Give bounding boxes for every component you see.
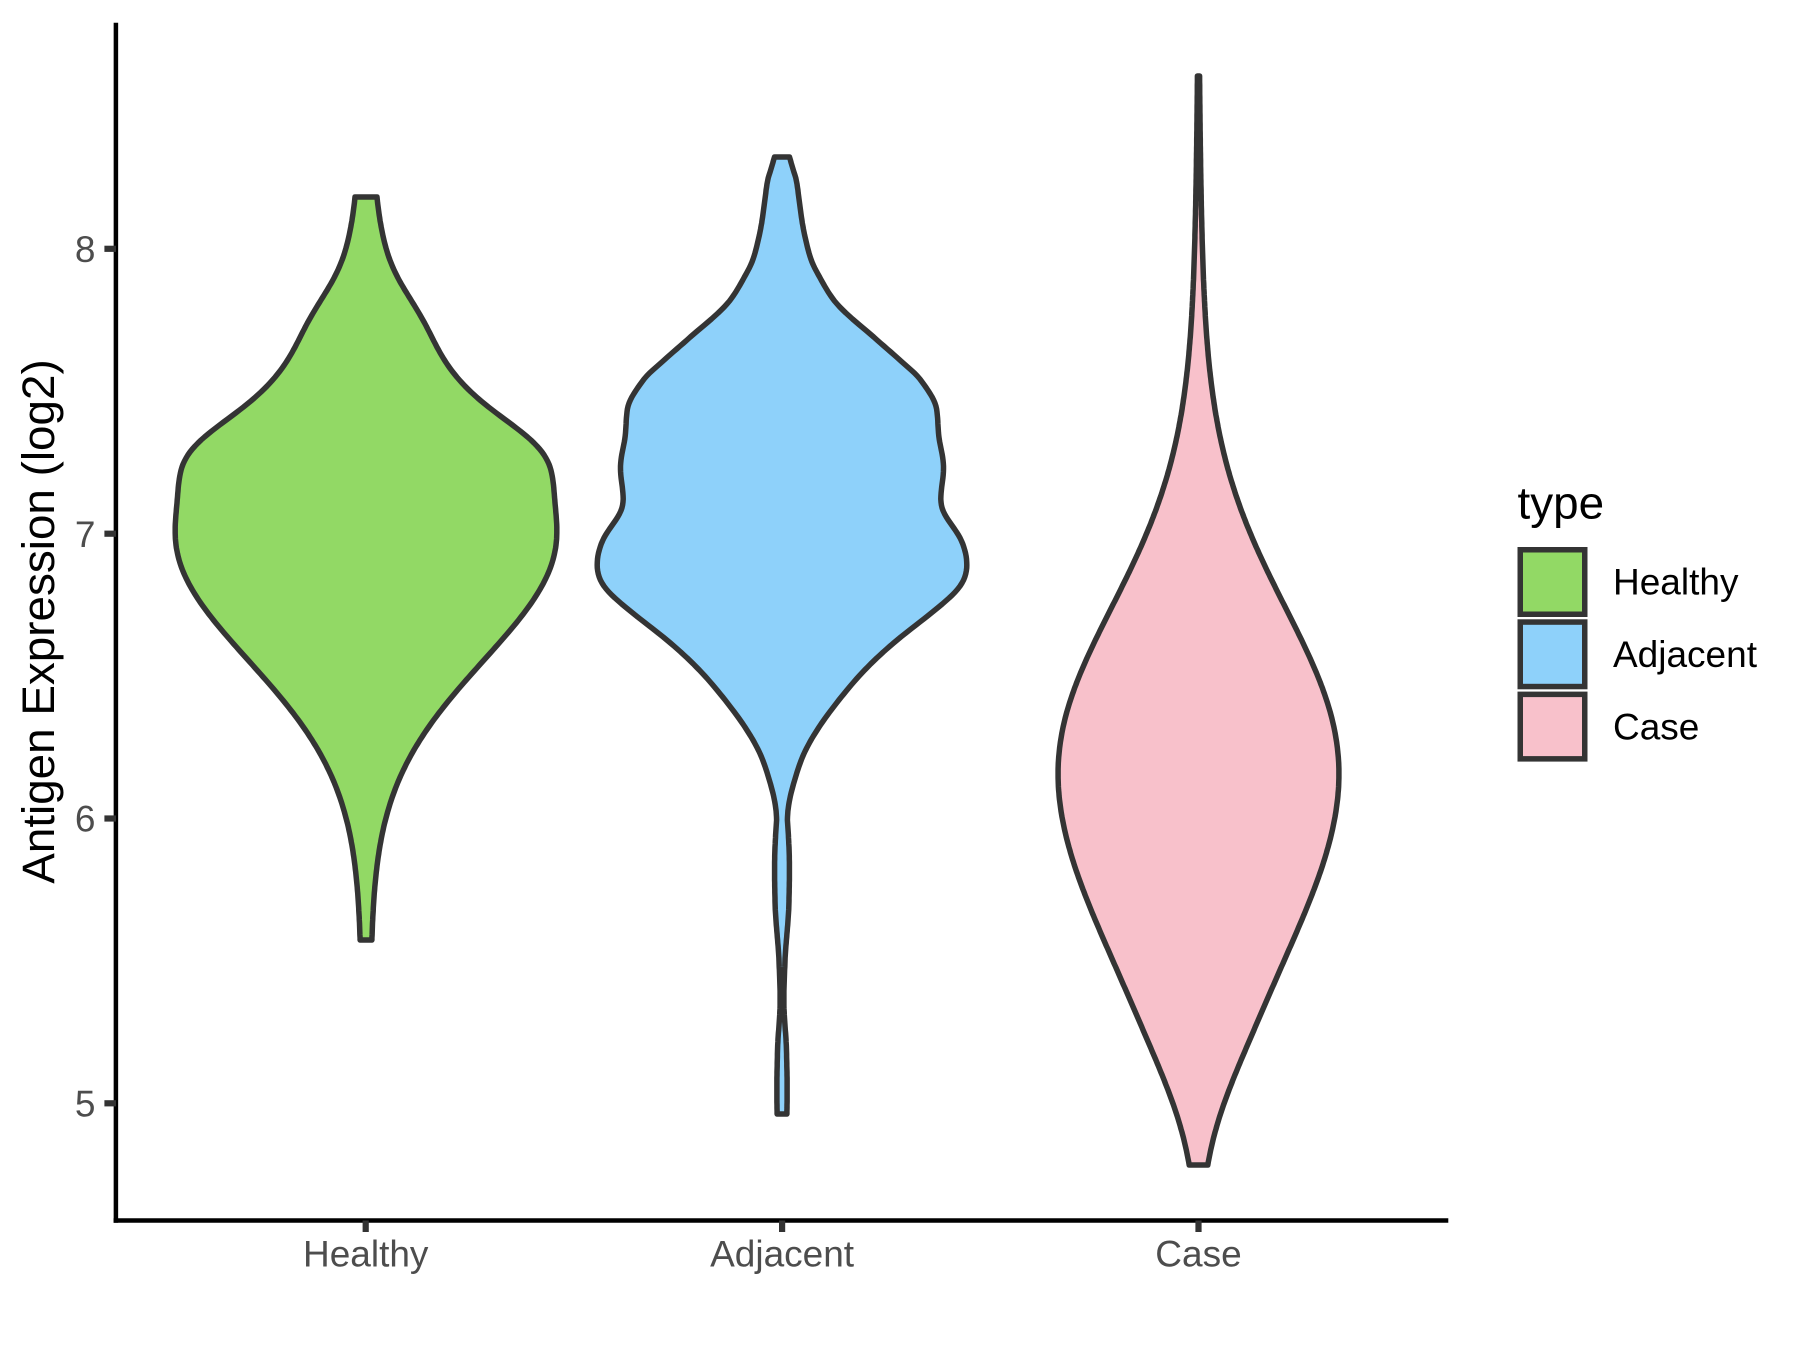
svg-text:Adjacent: Adjacent — [1613, 634, 1758, 675]
svg-text:7: 7 — [75, 514, 96, 555]
svg-text:Adjacent: Adjacent — [710, 1234, 855, 1275]
svg-text:6: 6 — [75, 799, 96, 840]
svg-text:Case: Case — [1155, 1234, 1241, 1275]
svg-text:type: type — [1518, 477, 1605, 528]
svg-text:Case: Case — [1613, 706, 1699, 747]
svg-text:Healthy: Healthy — [1613, 562, 1739, 603]
svg-text:Antigen Expression (log2): Antigen Expression (log2) — [13, 359, 64, 883]
svg-text:8: 8 — [75, 229, 96, 270]
svg-text:5: 5 — [75, 1084, 96, 1125]
svg-text:Healthy: Healthy — [303, 1234, 429, 1275]
